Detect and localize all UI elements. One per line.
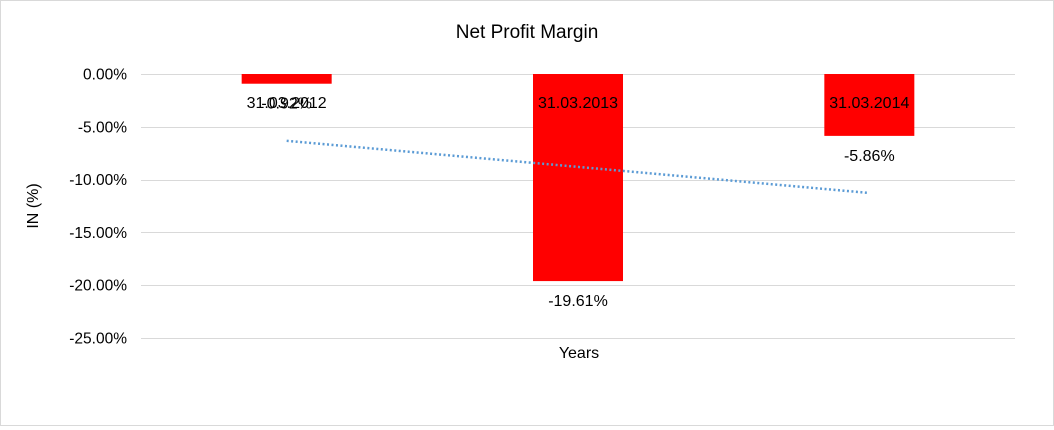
bar [241,74,332,84]
bars [241,74,915,282]
data-labels: -0.92% -19.61% -5.86% [261,96,894,310]
trendline-group [286,139,870,195]
data-label: -5.86% [844,148,895,165]
y-axis-ticks: 0.00% -5.00% -10.00% -15.00% -20.00% -25.00% [69,67,127,348]
y-tick-label: -15.00% [69,225,127,242]
category-labels: 31.03.2012 31.03.2013 31.03.2014 [247,95,910,112]
y-axis-title: IN (%) [25,183,42,228]
bar [824,74,915,136]
data-label: -19.61% [548,293,608,310]
trendline [286,139,870,195]
y-tick-label: -5.00% [78,119,127,136]
y-tick-label: -20.00% [69,278,127,295]
y-tick-label: -25.00% [69,331,127,348]
x-axis-title: Years [559,345,599,362]
category-label: 31.03.2013 [538,95,618,112]
y-tick-label: 0.00% [83,67,127,84]
chart-title: Net Profit Margin [456,22,599,43]
bar [533,74,623,282]
data-label: -0.92% [261,96,312,113]
y-tick-label: -10.00% [69,172,127,189]
category-label: 31.03.2014 [829,95,909,112]
category-label: 31.03.2012 [247,95,327,112]
